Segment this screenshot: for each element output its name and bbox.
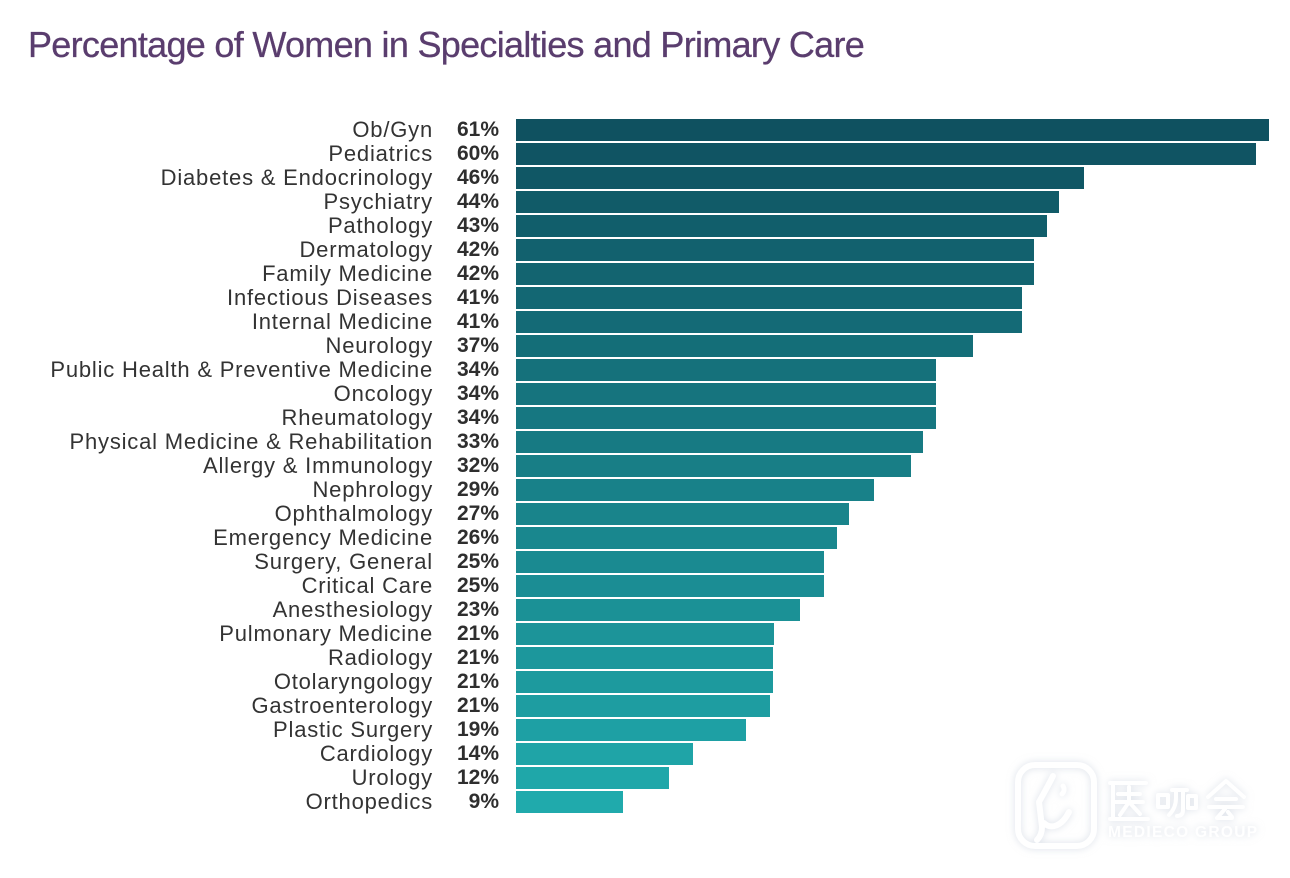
svg-text:MEDIECO GROUP: MEDIECO GROUP (1108, 824, 1258, 841)
